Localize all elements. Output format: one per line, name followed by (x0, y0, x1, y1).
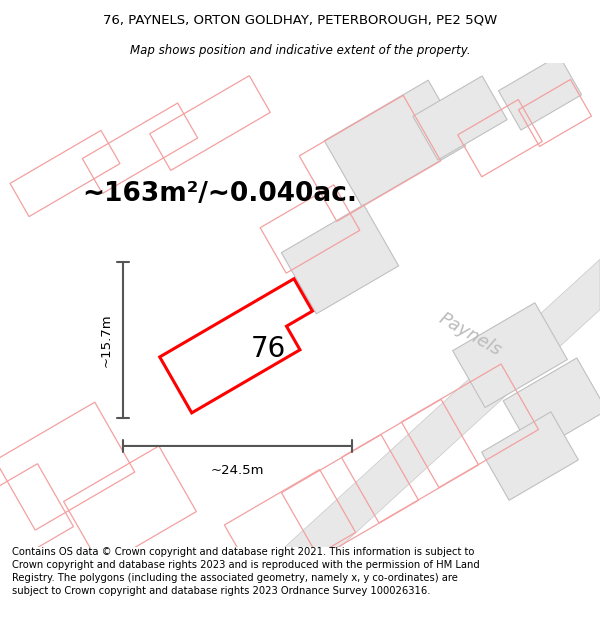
Text: Contains OS data © Crown copyright and database right 2021. This information is : Contains OS data © Crown copyright and d… (12, 547, 480, 596)
Polygon shape (503, 358, 600, 453)
Polygon shape (160, 279, 313, 413)
Polygon shape (499, 56, 581, 130)
Text: ~24.5m: ~24.5m (211, 464, 264, 477)
Polygon shape (482, 412, 578, 500)
Text: ~15.7m: ~15.7m (100, 313, 113, 367)
Text: 76: 76 (250, 335, 286, 363)
Polygon shape (281, 205, 398, 314)
Text: ~163m²/~0.040ac.: ~163m²/~0.040ac. (83, 181, 358, 207)
Text: Map shows position and indicative extent of the property.: Map shows position and indicative extent… (130, 44, 470, 57)
Text: Paynels: Paynels (436, 310, 505, 360)
Polygon shape (452, 302, 568, 408)
Circle shape (320, 251, 356, 288)
Polygon shape (413, 76, 507, 160)
Text: 76, PAYNELS, ORTON GOLDHAY, PETERBOROUGH, PE2 5QW: 76, PAYNELS, ORTON GOLDHAY, PETERBOROUGH… (103, 14, 497, 27)
Polygon shape (324, 80, 466, 206)
Polygon shape (285, 259, 600, 598)
